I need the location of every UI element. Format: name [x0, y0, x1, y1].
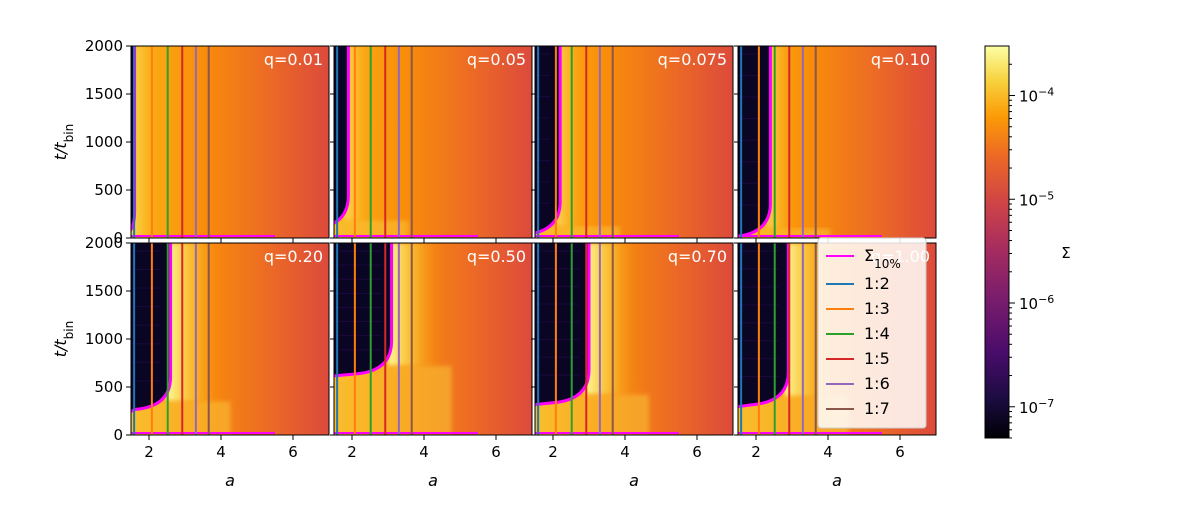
x-tick-label: 4	[216, 443, 226, 461]
sigma10-contour	[535, 46, 562, 237]
sigma10-contour	[334, 46, 350, 231]
early-band	[535, 226, 621, 238]
legend-box	[817, 237, 927, 429]
x-axis-label: a	[832, 471, 842, 490]
q-label: q=0.70	[668, 247, 727, 266]
panel-6: q=0.70 2 4 6	[531, 242, 734, 461]
legend-label-1-6: 1:6	[864, 374, 890, 393]
legend-label-sigma: Σ10%	[864, 246, 901, 271]
x-tick-label: 4	[419, 443, 429, 461]
q-label: q=0.20	[264, 247, 323, 266]
q-label: q=0.01	[264, 50, 323, 69]
x-tick-label: 2	[347, 443, 357, 461]
sigma10-contour	[738, 46, 772, 238]
cavity-region	[738, 243, 789, 407]
legend-label-1-3: 1:3	[864, 299, 890, 318]
legend-label-1-5: 1:5	[864, 349, 890, 368]
x-tick-label: 6	[895, 443, 905, 461]
q-label: q=0.10	[871, 50, 930, 69]
y-tick-label: 500	[94, 378, 123, 396]
cavity-region	[535, 46, 561, 237]
cavity-region	[738, 46, 771, 238]
y-axis-label: t/tbin	[51, 321, 76, 358]
y-tick-label: 0	[113, 426, 123, 444]
x-tick-label: 2	[144, 443, 154, 461]
x-tick-label: 2	[548, 443, 558, 461]
x-axis-label: a	[225, 471, 235, 490]
disk-heatmap	[131, 46, 329, 238]
colorbar-tick-label: 10−4	[1019, 85, 1054, 106]
y-tick-label: 1500	[85, 282, 123, 300]
cavity-region	[535, 243, 589, 405]
x-axis-label: a	[629, 471, 639, 490]
colorbar-tick-label: 10−5	[1019, 189, 1054, 210]
colorbar-gradient	[984, 45, 1010, 439]
y-tick-label: 0	[113, 229, 123, 247]
legend-label-1-4: 1:4	[864, 324, 890, 343]
x-tick-label: 6	[692, 443, 702, 461]
sigma10-contour	[535, 243, 591, 407]
early-band	[334, 365, 452, 435]
x-tick-label: 6	[491, 443, 501, 461]
panel-4: q=0.20 2 4 6 0 500 1000 1500 2000	[85, 234, 330, 461]
colorbar-tick-label: 10−7	[1019, 396, 1054, 417]
colorbar: 10−4 10−5 10−6 10−7 Σ	[984, 45, 1071, 439]
panel-1: q=0.05	[330, 45, 533, 243]
y-tick-label: 2000	[85, 37, 123, 55]
q-label: q=0.05	[467, 50, 526, 69]
panel-0: q=0.01 0 500 1000 1500 2000	[85, 37, 330, 247]
legend: Σ10% 1:2 1:3 1:4 1:5 1:6 1:7	[817, 237, 927, 429]
y-axis-label: t/tbin	[51, 124, 76, 161]
q-label: q=0.50	[467, 247, 526, 266]
sigma10-contour	[131, 243, 173, 413]
cavity-region	[131, 243, 171, 412]
x-tick-label: 6	[288, 443, 298, 461]
sigma10-contour	[334, 243, 394, 378]
panel-5: q=0.50 2 4 6	[330, 242, 533, 461]
y-tick-label: 1000	[85, 330, 123, 348]
panel-2: q=0.075	[531, 45, 734, 243]
x-tick-label: 2	[751, 443, 761, 461]
early-band	[738, 228, 831, 238]
y-tick-label: 1500	[85, 85, 123, 103]
panel-3: q=0.10	[734, 45, 937, 243]
y-tick-label: 1000	[85, 133, 123, 151]
legend-label-1-2: 1:2	[864, 274, 890, 293]
x-tick-label: 4	[823, 443, 833, 461]
y-tick-label: 500	[94, 181, 123, 199]
pileup-region	[387, 243, 443, 366]
y-tick-label: 2000	[85, 234, 123, 252]
legend-label-1-7: 1:7	[864, 399, 890, 418]
colorbar-label: Σ	[1061, 244, 1070, 262]
q-label: q=0.075	[658, 50, 727, 69]
cavity-region	[334, 243, 392, 376]
pileup-region	[166, 243, 222, 402]
x-axis-label: a	[428, 471, 438, 490]
colorbar-tick-label: 10−6	[1019, 293, 1054, 314]
x-tick-label: 4	[620, 443, 630, 461]
